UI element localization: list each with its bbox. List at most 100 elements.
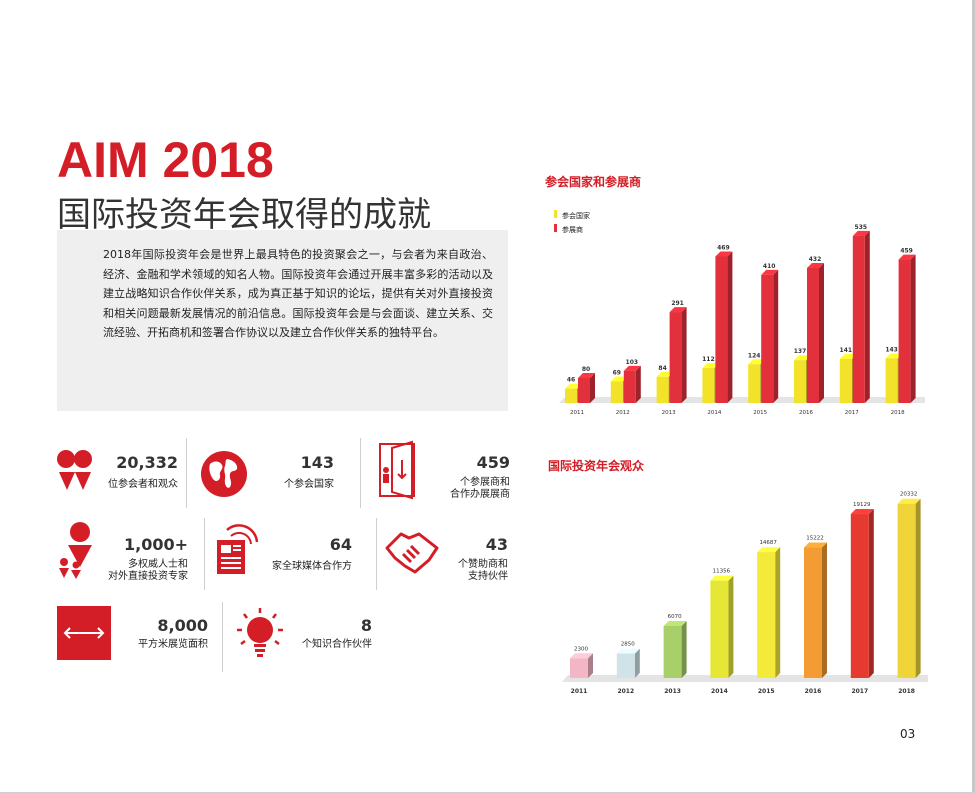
stat-media: 64 家全球媒体合作方 (215, 524, 360, 584)
chart2-data-label: 11356 (713, 569, 731, 575)
page-number: 03 (900, 727, 916, 741)
globe-icon (201, 451, 247, 497)
stat-label: 个参会国家 (284, 479, 334, 490)
page-edge (972, 0, 975, 794)
chart1-data-label: 432 (809, 256, 822, 263)
chart2-bar-2015 (757, 547, 781, 678)
chart1-data-label: 410 (763, 263, 776, 270)
chart2-tick-label: 2011 (571, 688, 588, 695)
stat-label-line1: 个参展商和 (460, 477, 510, 488)
stat-value: 1,000+ (123, 535, 188, 554)
handshake-icon (385, 532, 439, 574)
stat-exhibitors: 459 个参展商和 合作办展展商 (378, 440, 512, 504)
stat-divider (360, 438, 361, 508)
chart-exhibitors-countries: 参会国家 参展商 46 80 2011 69 103 2012 84 291 2013 112 46… (554, 210, 925, 416)
chart1-title: 参会国家和参展商 (545, 175, 642, 189)
chart1-data-label: 46 (567, 377, 575, 384)
stat-value: 143 (300, 453, 334, 472)
chart2-title: 国际投资年会观众 (548, 459, 645, 473)
chart-visitors: 2300 2011 2850 2012 6070 2013 11356 2014 14687 20… (562, 492, 928, 695)
stat-label-line2: 合作办展展商 (450, 489, 510, 500)
area-icon (57, 606, 111, 660)
stat-sponsors: 43 个赞助商和 支持伙伴 (385, 524, 512, 584)
chart2-tick-label: 2014 (711, 688, 728, 695)
chart2-data-label: 20332 (900, 492, 918, 498)
legend-label-exhibitors: 参展商 (562, 225, 583, 234)
chart1-data-label: 84 (658, 365, 666, 372)
chart1-bar-exhibitors-2017 (852, 230, 870, 403)
chart1-tick-label: 2011 (570, 410, 584, 416)
chart2-floor (562, 675, 928, 682)
stat-label: 位参会者和观众 (108, 479, 178, 490)
chart2-bar-2018 (897, 498, 921, 678)
stat-value: 20,332 (116, 453, 178, 472)
chart2-data-label: 19129 (853, 502, 871, 508)
stat-countries: 143 个参会国家 (200, 448, 340, 498)
chart1-data-label: 69 (613, 369, 621, 376)
stat-label-line2: 支持伙伴 (468, 571, 508, 582)
chart1-bar-exhibitors-2015 (761, 269, 779, 403)
intro-paragraph: 2018年国际投资年会是世界上最具特色的投资聚会之一，与会者为来自政治、经济、金… (103, 248, 493, 339)
chart2-data-label: 14687 (759, 540, 777, 546)
stat-knowledge: 8 个知识合作伙伴 (234, 606, 374, 666)
chart2-data-label: 2850 (621, 642, 635, 648)
stat-value: 459 (476, 453, 510, 472)
chart1-bar-exhibitors-2013 (669, 307, 687, 403)
stat-value: 64 (329, 535, 352, 554)
stat-value: 8 (360, 616, 372, 635)
legend-swatch-countries (554, 210, 557, 218)
chart2-tick-label: 2013 (664, 688, 681, 695)
stat-label: 个知识合作伙伴 (302, 639, 372, 650)
chart2-tick-label: 2016 (805, 688, 822, 695)
page-subtitle: 国际投资年会取得的成就 (57, 195, 431, 235)
stat-divider (376, 518, 377, 590)
stat-divider (204, 518, 205, 590)
chart1-data-label: 112 (702, 356, 715, 363)
chart1-tick-label: 2018 (891, 410, 905, 416)
chart2-data-label: 2300 (574, 646, 588, 652)
chart1-data-label: 103 (626, 359, 639, 366)
chart2-bar-2011 (570, 653, 593, 678)
chart1-bar-exhibitors-2012 (623, 365, 641, 403)
chart1-tick-label: 2012 (616, 410, 630, 416)
stat-area: 8,000 平方米展览面积 (57, 606, 214, 662)
chart2-bar-2017 (850, 509, 874, 678)
page-title: AIM 2018 (57, 132, 274, 188)
stat-label-line1: 多权威人士和 (128, 559, 188, 570)
chart1-tick-label: 2015 (753, 410, 767, 416)
legend-swatch-exhibitors (554, 224, 557, 232)
chart1-data-label: 469 (717, 244, 730, 251)
chart1-tick-label: 2017 (845, 410, 859, 416)
people-icon (57, 450, 92, 490)
stat-divider (222, 602, 223, 672)
stat-label: 平方米展览面积 (138, 639, 208, 650)
chart1-tick-label: 2016 (799, 410, 813, 416)
chart1-legend: 参会国家 参展商 (554, 210, 590, 234)
legend-label-countries: 参会国家 (562, 211, 590, 220)
chart2-tick-label: 2017 (851, 688, 868, 695)
group-icon (59, 522, 92, 579)
stat-label-line1: 个赞助商和 (458, 559, 508, 570)
chart2-bars: 2300 2011 2850 2012 6070 2013 11356 2014 14687 20… (562, 492, 928, 695)
chart1-tick-label: 2014 (707, 410, 721, 416)
chart2-tick-label: 2015 (758, 688, 775, 695)
chart2-bar-2012 (616, 648, 640, 678)
chart2-bar-2016 (804, 542, 827, 678)
stat-label: 家全球媒体合作方 (272, 561, 352, 572)
newspaper-icon (217, 524, 259, 574)
door-icon (379, 440, 415, 500)
chart2-bar-2013 (663, 620, 687, 678)
chart2-data-label: 6070 (668, 614, 682, 620)
chart1-tick-label: 2013 (662, 410, 676, 416)
chart1-bar-exhibitors-2018 (898, 254, 916, 403)
chart1-data-label: 137 (794, 348, 807, 355)
page-bottom-border (0, 792, 975, 794)
chart1-bar-exhibitors-2014 (715, 251, 733, 403)
chart2-tick-label: 2012 (617, 688, 634, 695)
stat-experts: 1,000+ 多权威人士和 对外直接投资专家 (57, 522, 192, 586)
intro-panel (57, 230, 508, 411)
lightbulb-icon (237, 608, 283, 657)
chart1-data-label: 291 (671, 300, 684, 307)
chart1-bar-exhibitors-2016 (807, 263, 824, 403)
chart1-data-label: 80 (582, 366, 590, 373)
